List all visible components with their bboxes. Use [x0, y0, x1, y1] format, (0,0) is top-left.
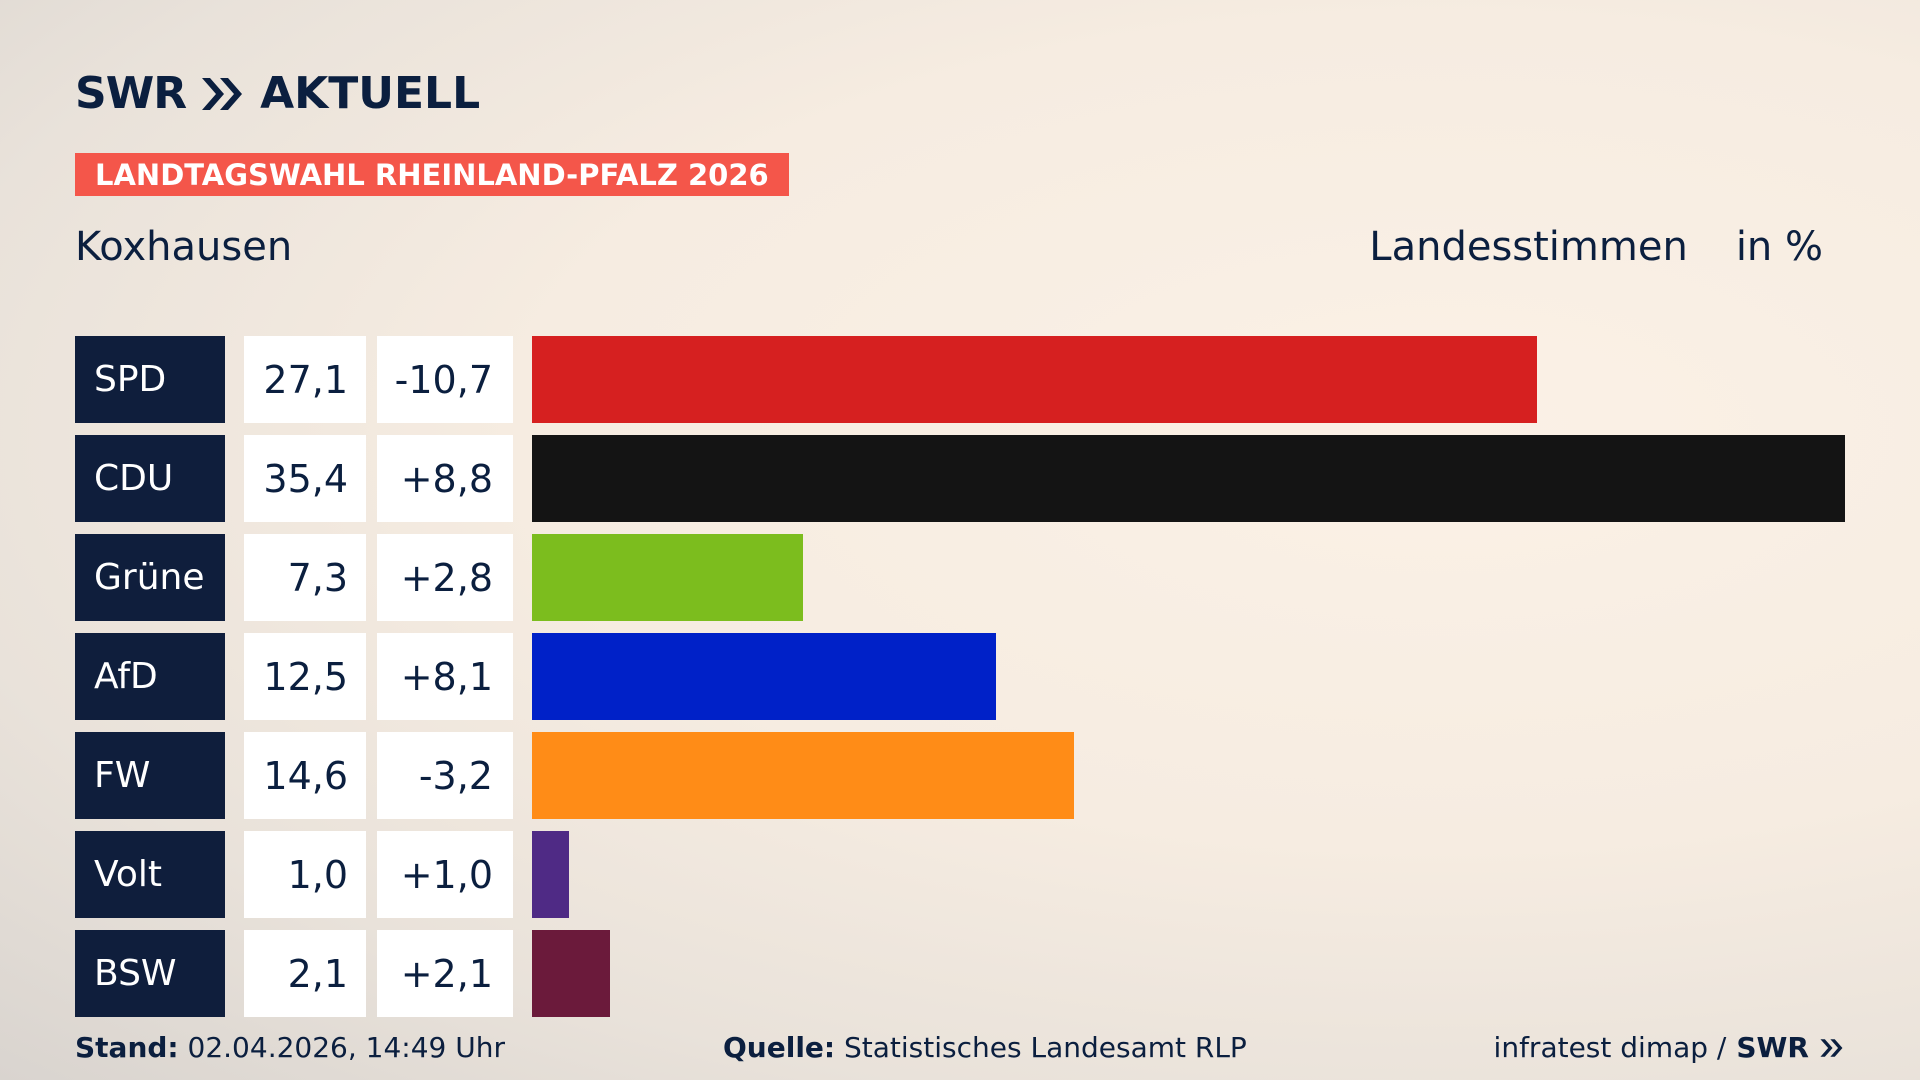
aktuell-logo-text: AKTUELL — [260, 68, 481, 119]
double-chevron-right-icon — [1820, 1038, 1843, 1057]
vote-share-value: 14,6 — [244, 732, 366, 819]
vote-share-bar — [532, 633, 996, 720]
double-chevron-right-icon — [202, 77, 243, 110]
unit-label: in % — [1735, 224, 1823, 270]
vote-change-value: -3,2 — [377, 732, 513, 819]
swr-aktuell-logo: SWR AKTUELL — [75, 68, 480, 119]
vote-share-bar — [532, 435, 1845, 522]
quelle-value: Statistisches Landesamt RLP — [844, 1031, 1247, 1064]
quelle-label: Quelle: — [723, 1031, 836, 1064]
party-label: Grüne — [75, 534, 225, 621]
party-label: CDU — [75, 435, 225, 522]
vote-change-value: +2,8 — [377, 534, 513, 621]
stand-value: 02.04.2026, 14:49 Uhr — [187, 1031, 505, 1064]
vote-change-value: +2,1 — [377, 930, 513, 1017]
party-label: FW — [75, 732, 225, 819]
party-label: SPD — [75, 336, 225, 423]
vote-share-bar — [532, 336, 1537, 423]
source-info: Quelle: Statistisches Landesamt RLP — [723, 1031, 1247, 1064]
party-row: SPD 27,1 -10,7 — [75, 336, 1845, 423]
vote-share-bar — [532, 831, 569, 918]
party-row: BSW 2,1 +2,1 — [75, 930, 1845, 1017]
vote-share-bar — [532, 732, 1074, 819]
party-label: AfD — [75, 633, 225, 720]
party-row: FW 14,6 -3,2 — [75, 732, 1845, 819]
metric-label: Landesstimmen — [1369, 224, 1688, 270]
vote-change-value: +8,1 — [377, 633, 513, 720]
vote-share-value: 1,0 — [244, 831, 366, 918]
vote-share-value: 7,3 — [244, 534, 366, 621]
party-row: AfD 12,5 +8,1 — [75, 633, 1845, 720]
stand-info: Stand: 02.04.2026, 14:49 Uhr — [75, 1031, 505, 1064]
vote-share-bar — [532, 534, 803, 621]
credit-text: infratest dimap / — [1493, 1031, 1727, 1064]
party-row: Volt 1,0 +1,0 — [75, 831, 1845, 918]
party-row: Grüne 7,3 +2,8 — [75, 534, 1845, 621]
election-banner: LANDTAGSWAHL RHEINLAND-PFALZ 2026 — [75, 153, 789, 196]
vote-share-bar — [532, 930, 610, 1017]
party-label: Volt — [75, 831, 225, 918]
party-label: BSW — [75, 930, 225, 1017]
vote-change-value: +8,8 — [377, 435, 513, 522]
stand-label: Stand: — [75, 1031, 179, 1064]
metric-header: Landesstimmen in % — [1369, 224, 1823, 270]
vote-share-value: 12,5 — [244, 633, 366, 720]
vote-share-value: 2,1 — [244, 930, 366, 1017]
vote-share-value: 27,1 — [244, 336, 366, 423]
credit-info: infratest dimap / SWR — [1494, 1031, 1845, 1064]
place-title: Koxhausen — [75, 224, 293, 270]
vote-share-value: 35,4 — [244, 435, 366, 522]
vote-change-value: +1,0 — [377, 831, 513, 918]
vote-change-value: -10,7 — [377, 336, 513, 423]
swr-small-logo: SWR — [1736, 1031, 1809, 1064]
party-row: CDU 35,4 +8,8 — [75, 435, 1845, 522]
swr-logo-text: SWR — [75, 68, 187, 119]
